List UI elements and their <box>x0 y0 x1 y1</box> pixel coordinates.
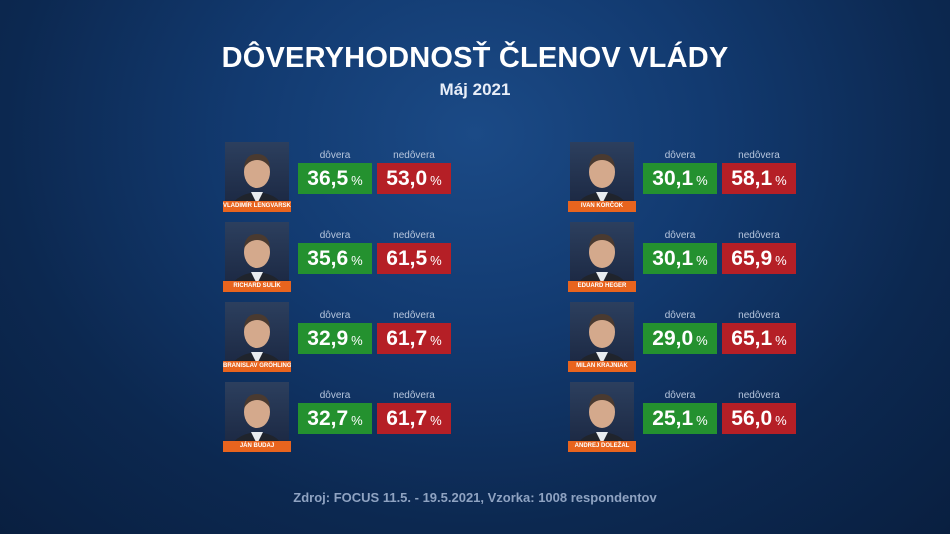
percent-sign: % <box>775 173 787 188</box>
percent-sign: % <box>430 253 442 268</box>
distrust-value: 61,7 <box>386 407 428 430</box>
distrust-value: 53,0 <box>386 167 428 190</box>
percent-sign: % <box>430 173 442 188</box>
member-card: IVAN KORČOK dôvera nedôvera 30,1% 58,1% <box>568 142 820 212</box>
member-photo <box>225 302 289 372</box>
distrust-value-box: 61,5% <box>377 243 451 274</box>
distrust-value-box: 61,7% <box>377 403 451 434</box>
percent-sign: % <box>351 253 363 268</box>
percent-sign: % <box>696 253 708 268</box>
distrust-label: nedôvera <box>738 230 780 241</box>
trust-value: 32,7 <box>307 407 349 430</box>
trust-value-box: 30,1% <box>643 163 717 194</box>
percent-sign: % <box>696 413 708 428</box>
member-name: BRANISLAV GRÖHLING <box>223 361 291 372</box>
trust-value-box: 35,6% <box>298 243 372 274</box>
source-note: Zdroj: FOCUS 11.5. - 19.5.2021, Vzorka: … <box>293 490 657 505</box>
distrust-value-box: 53,0% <box>377 163 451 194</box>
trust-value-box: 30,1% <box>643 243 717 274</box>
member-photo <box>225 222 289 292</box>
distrust-value: 65,1 <box>731 327 773 350</box>
percent-sign: % <box>775 333 787 348</box>
trust-label: dôvera <box>664 230 696 241</box>
member-name: EDUARD HEGER <box>568 281 636 292</box>
member-card: BRANISLAV GRÖHLING dôvera nedôvera 32,9% 61,… <box>223 302 475 372</box>
percent-sign: % <box>351 173 363 188</box>
trust-label: dôvera <box>664 390 696 401</box>
member-photo <box>570 222 634 292</box>
percent-sign: % <box>696 173 708 188</box>
member-card: JÁN BUDAJ dôvera nedôvera 32,7% 61,7% <box>223 382 475 452</box>
trust-value-box: 36,5% <box>298 163 372 194</box>
distrust-label: nedôvera <box>393 150 435 161</box>
member-card: MILAN KRAJNIAK dôvera nedôvera 29,0% 65,1% <box>568 302 820 372</box>
distrust-value: 61,5 <box>386 247 428 270</box>
trust-label: dôvera <box>664 150 696 161</box>
page-subtitle: Máj 2021 <box>439 80 511 99</box>
distrust-value: 58,1 <box>731 167 773 190</box>
trust-label: dôvera <box>319 310 351 321</box>
distrust-value: 65,9 <box>731 247 773 270</box>
distrust-value: 61,7 <box>386 327 428 350</box>
trust-value: 32,9 <box>307 327 349 350</box>
trust-label: dôvera <box>319 150 351 161</box>
member-name: VLADIMÍR LENGVARSKÝ <box>223 201 291 212</box>
distrust-value-box: 58,1% <box>722 163 796 194</box>
trust-value-box: 29,0% <box>643 323 717 354</box>
member-card: VLADIMÍR LENGVARSKÝ dôvera nedôvera 36,5% 53… <box>223 142 475 212</box>
member-name: RICHARD SULÍK <box>223 281 291 292</box>
trust-label: dôvera <box>319 230 351 241</box>
member-card: ANDREJ DOLEŽAL dôvera nedôvera 25,1% 56,0% <box>568 382 820 452</box>
member-card: EDUARD HEGER dôvera nedôvera 30,1% 65,9% <box>568 222 820 292</box>
percent-sign: % <box>430 413 442 428</box>
trust-value: 35,6 <box>307 247 349 270</box>
distrust-label: nedôvera <box>393 230 435 241</box>
percent-sign: % <box>351 333 363 348</box>
distrust-label: nedôvera <box>393 310 435 321</box>
distrust-label: nedôvera <box>393 390 435 401</box>
trust-value: 30,1 <box>652 167 694 190</box>
distrust-value-box: 56,0% <box>722 403 796 434</box>
trust-value-box: 32,9% <box>298 323 372 354</box>
trust-value-box: 25,1% <box>643 403 717 434</box>
member-name: MILAN KRAJNIAK <box>568 361 636 372</box>
distrust-label: nedôvera <box>738 150 780 161</box>
member-name: JÁN BUDAJ <box>223 441 291 452</box>
trust-value-box: 32,7% <box>298 403 372 434</box>
trust-value: 36,5 <box>307 167 349 190</box>
percent-sign: % <box>696 333 708 348</box>
distrust-label: nedôvera <box>738 390 780 401</box>
member-name: ANDREJ DOLEŽAL <box>568 441 636 452</box>
distrust-value-box: 65,9% <box>722 243 796 274</box>
percent-sign: % <box>430 333 442 348</box>
trust-value: 29,0 <box>652 327 694 350</box>
distrust-value-box: 61,7% <box>377 323 451 354</box>
page-title: DÔVERYHODNOSŤ ČLENOV VLÁDY <box>221 42 729 74</box>
distrust-value: 56,0 <box>731 407 773 430</box>
percent-sign: % <box>351 413 363 428</box>
distrust-label: nedôvera <box>738 310 780 321</box>
member-name: IVAN KORČOK <box>568 201 636 212</box>
trust-value: 25,1 <box>652 407 694 430</box>
trust-label: dôvera <box>319 390 351 401</box>
distrust-value-box: 65,1% <box>722 323 796 354</box>
member-card: RICHARD SULÍK dôvera nedôvera 35,6% 61,5% <box>223 222 475 292</box>
percent-sign: % <box>775 413 787 428</box>
trust-label: dôvera <box>664 310 696 321</box>
percent-sign: % <box>775 253 787 268</box>
trust-value: 30,1 <box>652 247 694 270</box>
